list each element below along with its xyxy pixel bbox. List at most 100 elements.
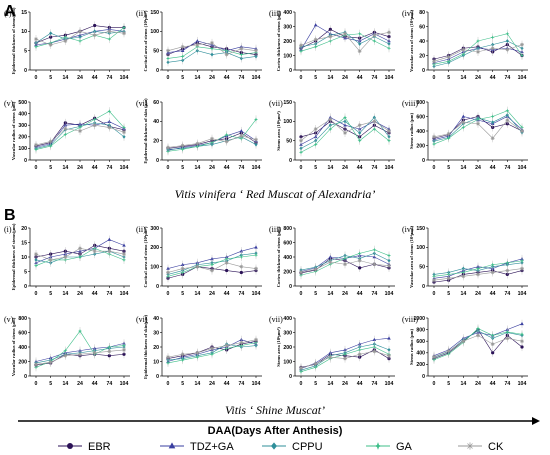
point-ga xyxy=(475,38,481,44)
point-cppu xyxy=(387,41,391,46)
point-ck xyxy=(387,353,391,358)
y-tick-label: 0 xyxy=(422,68,425,74)
x-tick-label: 44 xyxy=(490,75,496,81)
y-tick-label: 10 xyxy=(21,29,27,35)
point-ck xyxy=(63,255,68,259)
panel-sublabel: (i) xyxy=(4,225,12,234)
x-tick-label: 5 xyxy=(181,291,184,297)
point-ck xyxy=(107,125,112,130)
point-ck xyxy=(122,130,126,135)
point-ck xyxy=(48,360,53,365)
x-tick-label: 0 xyxy=(300,165,303,171)
point-ga xyxy=(372,38,377,44)
y-tick-label: 40 xyxy=(153,316,159,322)
point-ga xyxy=(357,251,362,256)
y-tick-label: 400 xyxy=(18,111,27,117)
y-axis-label: Vascular radius of stems (μm) xyxy=(11,101,16,160)
legend-label-cppu: CPPU xyxy=(292,441,323,453)
x-tick-label: 74 xyxy=(504,165,510,171)
x-tick-label: 24 xyxy=(475,75,481,81)
point-ebr xyxy=(239,270,243,275)
y-tick-label: 400 xyxy=(416,129,425,135)
y-tick-label: 50 xyxy=(153,48,159,54)
point-ck xyxy=(505,268,510,273)
point-ga xyxy=(505,108,510,113)
point-ck xyxy=(299,138,303,143)
y-tick-label: 5 xyxy=(24,48,27,54)
point-ck xyxy=(372,349,377,354)
point-ck xyxy=(122,31,126,36)
x-tick-label: 74 xyxy=(106,291,112,297)
x-tick-label: 24 xyxy=(475,381,481,387)
x-tick-label: 74 xyxy=(238,381,244,387)
x-tick-label: 14 xyxy=(62,165,68,171)
point-ck xyxy=(239,46,244,51)
y-tick-label: 0 xyxy=(289,374,292,380)
point-ck xyxy=(490,136,495,141)
section-b-label: B xyxy=(4,207,16,224)
point-ck xyxy=(180,352,185,357)
point-ck xyxy=(78,246,82,251)
panel-sublabel: (ii) xyxy=(136,225,146,234)
point-ga xyxy=(490,114,495,119)
x-tick-label: 0 xyxy=(35,75,38,81)
point-ck xyxy=(180,44,185,49)
point-tdz-ga xyxy=(387,336,391,340)
x-tick-label: 104 xyxy=(252,165,261,171)
point-tdz-ga xyxy=(107,237,112,241)
x-tick-label: 5 xyxy=(181,381,184,387)
y-tick-label: 200 xyxy=(18,135,27,141)
point-ck xyxy=(328,355,333,360)
y-tick-label: 60 xyxy=(419,24,425,30)
point-ck xyxy=(520,339,524,344)
y-tick-label: 0 xyxy=(24,158,27,164)
x-tick-label: 0 xyxy=(35,165,38,171)
y-axis-label: Vascular area of stems (10⁴μm²) xyxy=(409,10,414,72)
point-ck xyxy=(505,118,510,123)
caption-b-rest: ‘ Shine Muscat’ xyxy=(246,403,325,417)
y-axis-label: Epidermal thickness of stems(μm) xyxy=(11,7,16,74)
point-tdz-ga xyxy=(372,337,377,342)
y-tick-label: 50 xyxy=(419,264,425,270)
point-ck xyxy=(92,123,97,128)
x-tick-label: 5 xyxy=(447,75,450,81)
legend-marker-ebr xyxy=(67,443,73,449)
y-tick-label: 100 xyxy=(283,53,292,59)
point-ck xyxy=(254,48,258,53)
x-tick-label: 14 xyxy=(194,291,200,297)
point-ck xyxy=(372,262,377,267)
x-tick-label: 24 xyxy=(209,165,215,171)
point-ck xyxy=(357,258,362,263)
point-ga xyxy=(328,126,333,132)
x-tick-label: 5 xyxy=(447,165,450,171)
point-ga xyxy=(92,117,97,122)
x-tick-label: 14 xyxy=(327,75,333,81)
caption-b-italic: Vitis xyxy=(225,403,246,417)
y-tick-label: 0 xyxy=(289,284,292,290)
point-ga xyxy=(63,132,68,137)
point-ck xyxy=(210,268,214,273)
x-tick-label: 0 xyxy=(433,75,436,81)
x-tick-label: 74 xyxy=(504,291,510,297)
point-ck xyxy=(122,347,126,352)
point-ga xyxy=(328,38,333,44)
y-axis-label: Stems area (10⁴μm²) xyxy=(276,327,281,367)
point-ebr xyxy=(491,351,495,355)
point-ck xyxy=(299,43,303,48)
x-tick-label: 24 xyxy=(209,381,215,387)
panel-sublabel: (vi) xyxy=(136,99,148,108)
x-tick-label: 0 xyxy=(433,381,436,387)
x-tick-label: 24 xyxy=(475,291,481,297)
point-ga xyxy=(446,136,451,141)
point-ck xyxy=(239,264,244,269)
x-tick-label: 74 xyxy=(371,381,377,387)
x-tick-label: 104 xyxy=(518,75,527,81)
y-tick-label: 200 xyxy=(18,359,27,365)
x-tick-label: 104 xyxy=(385,165,394,171)
y-tick-label: 400 xyxy=(18,345,27,351)
point-ebr xyxy=(387,35,391,39)
x-tick-label: 14 xyxy=(460,165,466,171)
point-ga xyxy=(77,328,83,334)
point-ga xyxy=(33,44,39,49)
